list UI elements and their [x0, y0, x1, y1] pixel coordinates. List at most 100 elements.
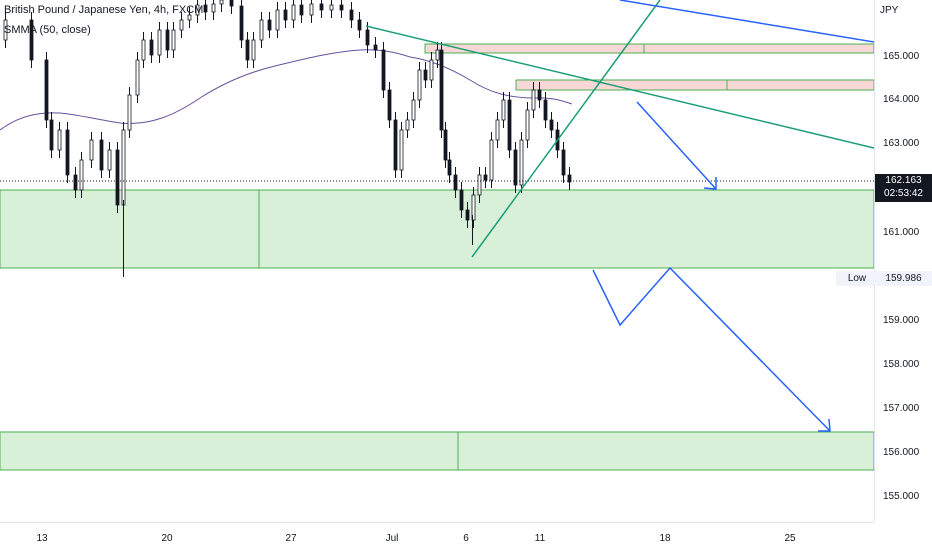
candle-body [127, 94, 132, 131]
low-value: 159.986 [875, 271, 932, 286]
y-tick-label: 165.000 [883, 51, 920, 62]
candle-body [387, 89, 392, 121]
candle-body [477, 174, 482, 196]
candle-body [157, 29, 162, 56]
candle-body [549, 119, 554, 131]
descending-trendline-green[interactable] [365, 25, 874, 149]
candle-body [543, 99, 548, 121]
resistance-zone-lower[interactable] [515, 79, 874, 91]
candle-body [405, 119, 410, 131]
symbol-title[interactable]: British Pound / Japanese Yen, 4h, FXCM [4, 4, 204, 16]
indicator-label[interactable]: SMMA (50, close) [4, 24, 91, 36]
candle-body [141, 39, 146, 61]
x-tick-label: 27 [285, 533, 297, 544]
candle-body [259, 19, 264, 41]
candle-body [483, 174, 488, 181]
smma-line [0, 49, 573, 131]
candle-body [251, 39, 256, 61]
candle-body [329, 4, 334, 11]
candle-body [567, 174, 572, 183]
candle-body [519, 139, 524, 186]
candle-body [435, 49, 440, 61]
candle-body [443, 129, 448, 161]
candle-body [423, 69, 428, 81]
candle-body [267, 19, 272, 31]
candle-body [471, 194, 476, 221]
candle-body [417, 69, 422, 101]
candle-body [29, 19, 34, 61]
candle-body [195, 4, 200, 16]
candle-body [245, 39, 250, 61]
candle-body [291, 4, 296, 21]
candle-body [429, 59, 434, 81]
candle-body [319, 3, 324, 11]
candle-body [495, 119, 500, 141]
x-tick-label: 25 [784, 533, 796, 544]
price-chart[interactable] [0, 0, 874, 522]
candle-body [373, 44, 378, 51]
support-zone-upper[interactable] [0, 189, 874, 269]
price-axis[interactable]: 165.000 164.000 163.000 161.000 159.000 … [874, 0, 932, 522]
y-tick-label: 164.000 [883, 94, 920, 105]
candle-body [309, 3, 314, 16]
candle-body [489, 139, 494, 181]
candle-body [99, 139, 104, 171]
x-tick-label: Jul [385, 533, 399, 544]
candle-body [165, 29, 170, 51]
low-price-tag: Low 159.986 [836, 271, 932, 286]
candle-body [537, 89, 542, 101]
candle-body [349, 9, 354, 21]
candle-body [365, 29, 370, 46]
candle-body [187, 14, 192, 21]
candle-body [411, 99, 416, 121]
candle-body [299, 4, 304, 16]
y-tick-label: 158.000 [883, 359, 920, 370]
projection-arrow-long[interactable] [592, 266, 831, 432]
candle-body [447, 159, 452, 176]
x-tick-label: 13 [36, 533, 48, 544]
projection-arrow-short[interactable] [636, 101, 717, 190]
candle-body [239, 5, 244, 41]
candle-body [501, 99, 506, 121]
candle-body [339, 4, 344, 11]
y-tick-label: 155.000 [883, 491, 920, 502]
candle-body [211, 3, 216, 13]
ascending-trendline-green[interactable] [471, 0, 661, 258]
bar-countdown: 02:53:42 [884, 188, 923, 199]
candle-body [135, 59, 140, 96]
descending-trendline-blue[interactable] [619, 0, 874, 43]
candle-body [399, 129, 404, 171]
candle-body [439, 49, 444, 131]
candle-body [453, 174, 458, 191]
candle-body [531, 89, 536, 111]
candle-body [525, 109, 530, 141]
y-tick-label: 161.000 [883, 227, 920, 238]
candle-body [44, 59, 49, 121]
candle-body [49, 119, 54, 151]
candle-body [115, 149, 120, 206]
currency-label: JPY [880, 5, 899, 16]
candle-body [513, 149, 518, 186]
candle-body [381, 49, 386, 91]
chart-area[interactable]: British Pound / Japanese Yen, 4h, FXCM S… [0, 0, 874, 522]
y-tick-label: 156.000 [883, 447, 920, 458]
y-tick-label: 163.000 [883, 138, 920, 149]
low-label: Low [836, 271, 878, 286]
candlestick-series [3, 0, 572, 277]
candle-body [203, 4, 208, 13]
resistance-zone-upper[interactable] [424, 43, 874, 54]
candle-body [219, 0, 224, 5]
candle-body [89, 139, 94, 161]
support-zone-lower[interactable] [0, 431, 874, 471]
candle-body [79, 159, 84, 191]
candle-body [149, 39, 154, 56]
candle-body [393, 119, 398, 171]
y-tick-label: 157.000 [883, 403, 920, 414]
current-price-tag: 162.163 02:53:42 [875, 174, 932, 202]
candle-body [507, 99, 512, 151]
candle-body [459, 189, 464, 211]
candle-body [179, 19, 184, 31]
candle-body [121, 129, 126, 206]
time-axis[interactable]: 13 20 27 Jul 6 11 18 25 [0, 522, 874, 551]
candle-body [283, 9, 288, 21]
